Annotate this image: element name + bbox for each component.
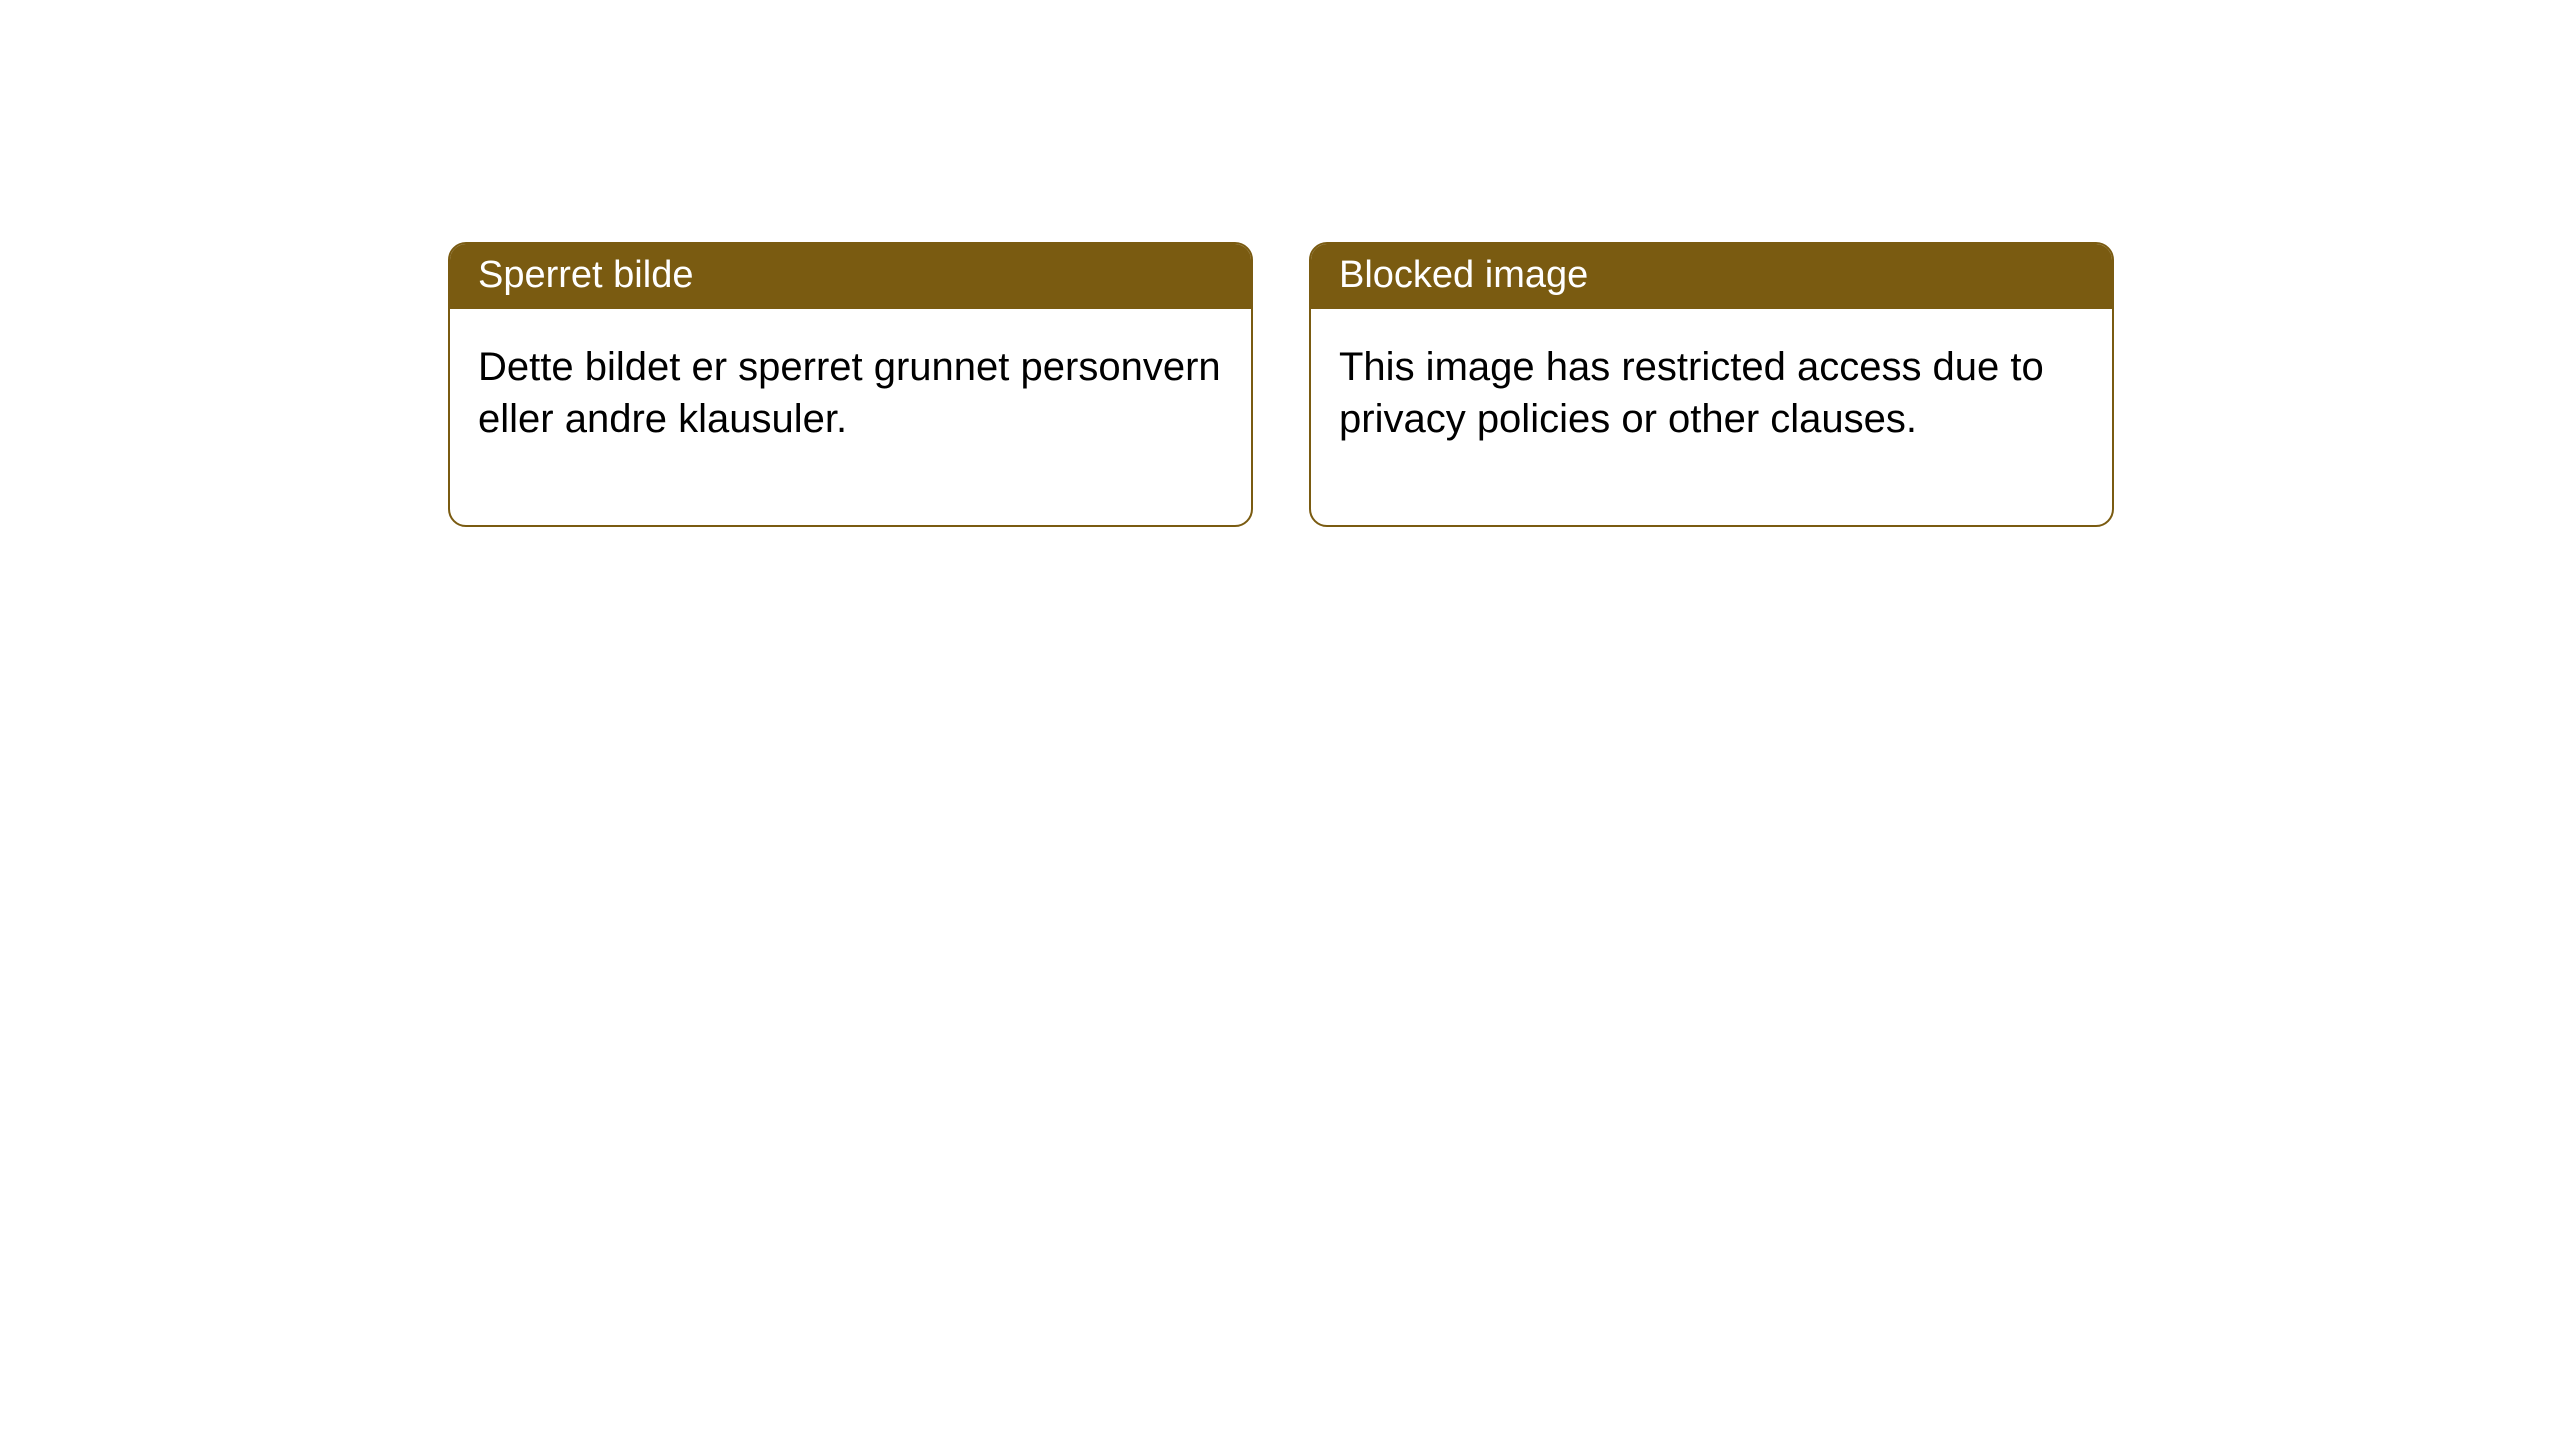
notice-title: Sperret bilde xyxy=(478,254,693,296)
notice-header: Blocked image xyxy=(1311,244,2112,309)
notice-box-norwegian: Sperret bilde Dette bildet er sperret gr… xyxy=(448,242,1253,527)
notice-body: This image has restricted access due to … xyxy=(1311,309,2112,525)
notice-header: Sperret bilde xyxy=(450,244,1251,309)
notice-body: Dette bildet er sperret grunnet personve… xyxy=(450,309,1251,525)
notice-body-text: This image has restricted access due to … xyxy=(1339,345,2044,441)
notice-container: Sperret bilde Dette bildet er sperret gr… xyxy=(448,242,2114,527)
notice-box-english: Blocked image This image has restricted … xyxy=(1309,242,2114,527)
notice-title: Blocked image xyxy=(1339,254,1588,296)
notice-body-text: Dette bildet er sperret grunnet personve… xyxy=(478,345,1221,441)
